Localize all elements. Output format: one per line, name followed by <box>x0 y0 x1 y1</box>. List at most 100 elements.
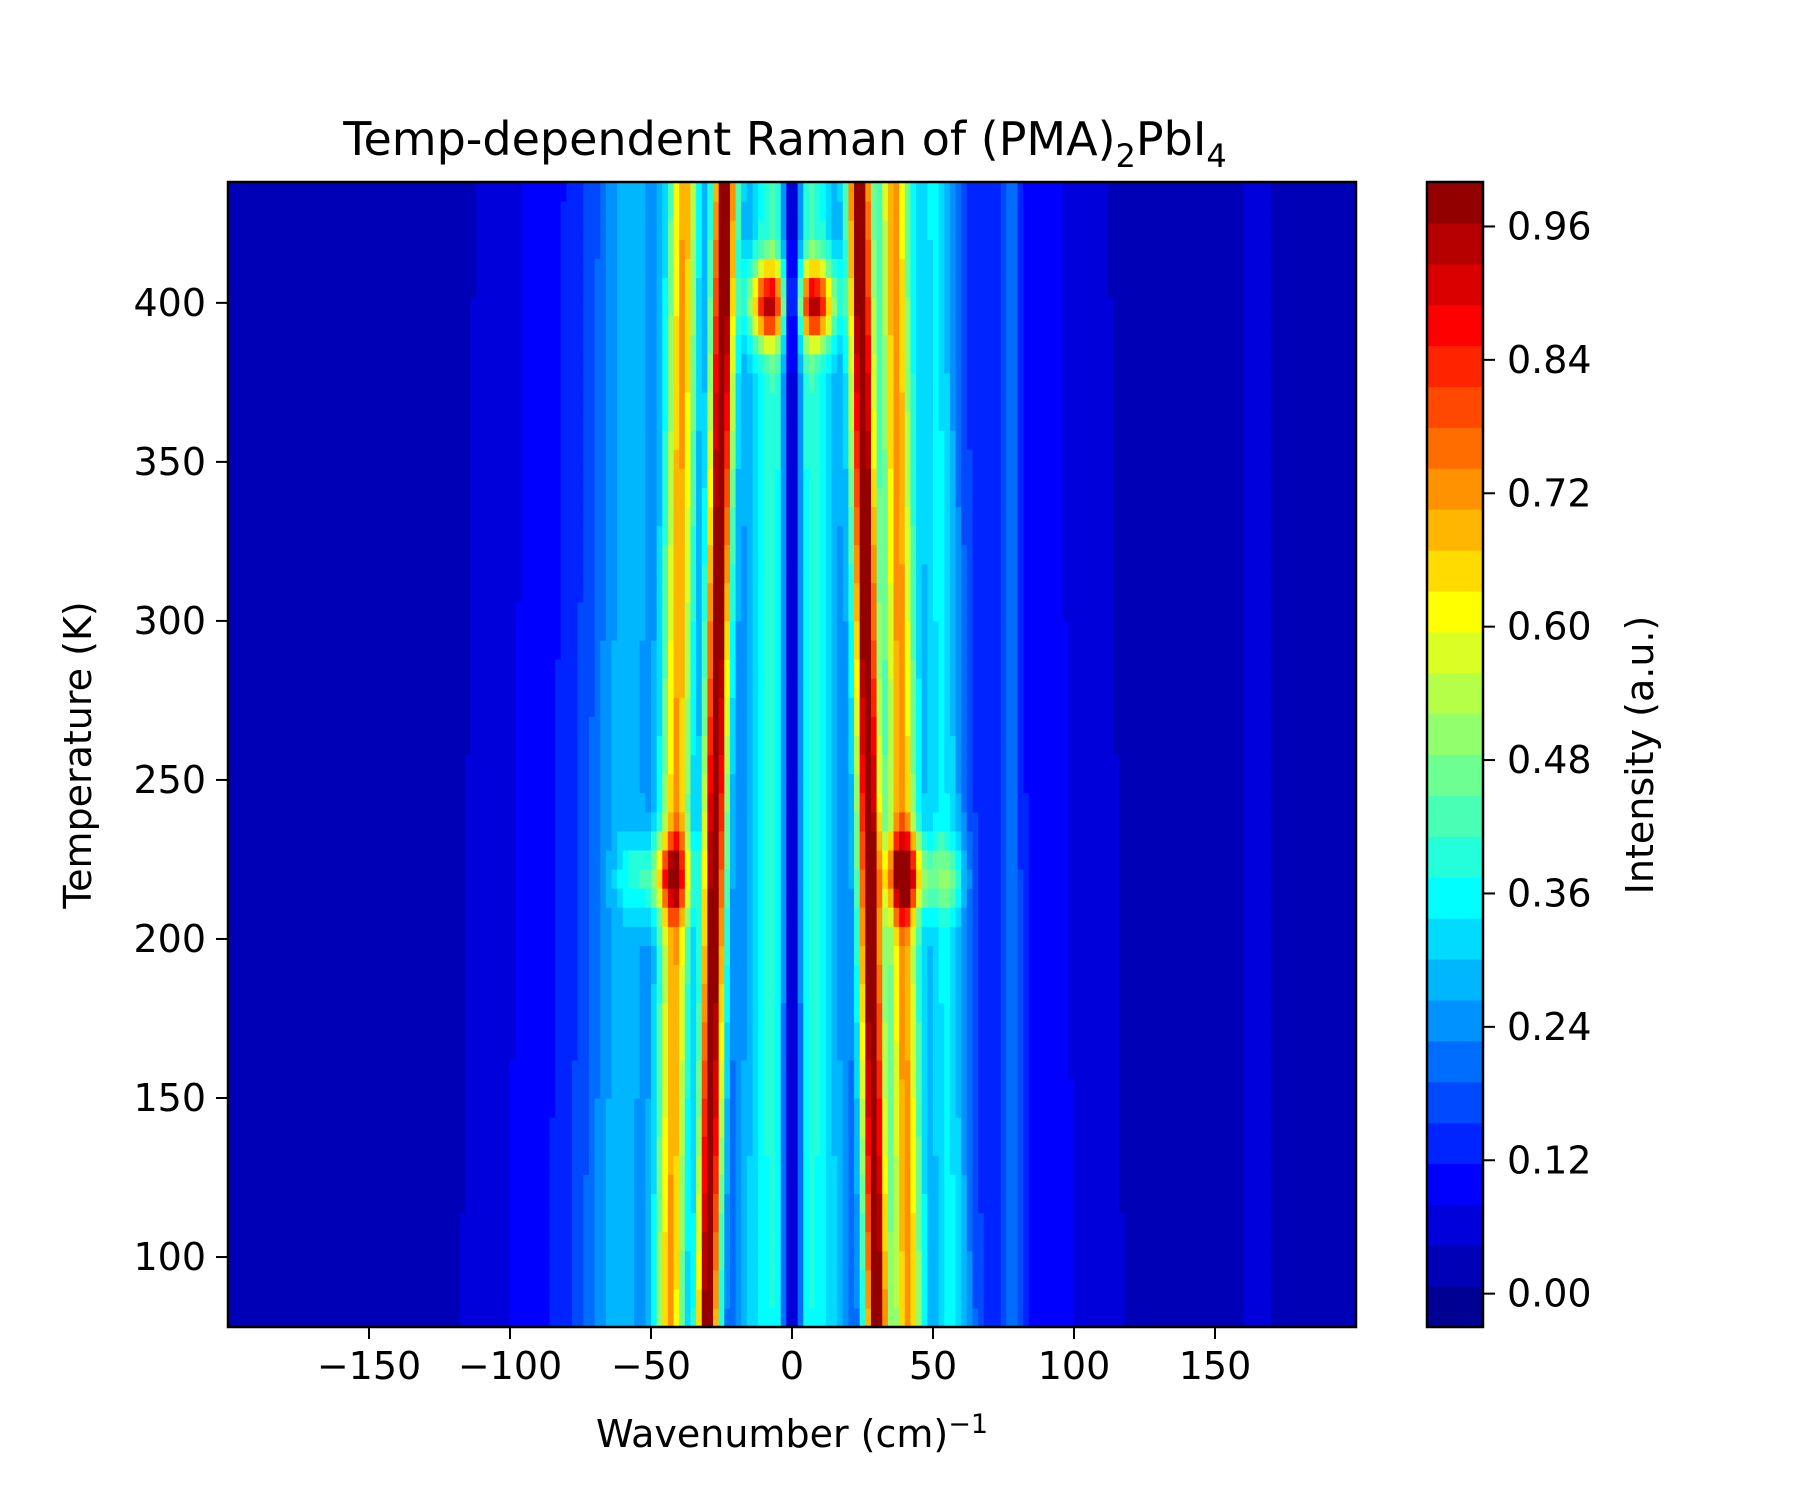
heatmap-cell <box>718 220 731 240</box>
heatmap-cell <box>775 468 782 488</box>
heatmap-cell <box>1119 945 1244 966</box>
heatmap-cell <box>780 926 787 946</box>
heatmap-cell <box>842 1078 849 1099</box>
heatmap-cell <box>656 1288 663 1309</box>
heatmap-cell <box>870 468 878 488</box>
heatmap-cell <box>1000 258 1007 279</box>
heatmap-cell <box>583 411 596 431</box>
heatmap-cell <box>949 468 957 488</box>
heatmap-cell <box>876 582 889 603</box>
heatmap-cell <box>803 563 810 584</box>
x-tick-label: −100 <box>458 1344 562 1388</box>
heatmap-cell <box>927 735 940 756</box>
heatmap-cell <box>927 1117 934 1137</box>
heatmap-cell <box>577 1040 590 1061</box>
heatmap-cell <box>808 849 821 870</box>
heatmap-cell <box>667 1098 680 1118</box>
heatmap-cell <box>228 1212 460 1233</box>
heatmap-cell <box>1062 506 1115 527</box>
heatmap-cell <box>955 620 962 641</box>
heatmap-cell <box>870 315 878 336</box>
heatmap-cell <box>865 201 872 221</box>
heatmap-cell <box>808 926 821 946</box>
heatmap-cell <box>701 525 708 546</box>
heatmap-cell <box>910 468 917 488</box>
heatmap-cell <box>600 1040 613 1061</box>
heatmap-cell <box>1243 1155 1272 1175</box>
heatmap-cell <box>713 716 720 737</box>
heatmap-cell <box>978 1136 1002 1156</box>
heatmap-cell <box>577 620 596 641</box>
heatmap-cell <box>228 1231 460 1252</box>
heatmap-cell <box>854 792 861 813</box>
heatmap-cell <box>1068 620 1115 641</box>
heatmap-cell <box>803 1231 810 1252</box>
heatmap-cell <box>775 773 782 794</box>
heatmap-cell <box>758 258 765 279</box>
heatmap-cell <box>758 888 765 908</box>
heatmap-cell <box>228 888 466 908</box>
heatmap-cell <box>854 1021 861 1042</box>
heatmap-cell <box>916 830 923 851</box>
heatmap-cell <box>684 411 692 431</box>
heatmap-cell <box>741 1098 754 1118</box>
heatmap-cell <box>1023 411 1064 431</box>
heatmap-cell <box>854 449 861 469</box>
heatmap-cell <box>786 296 799 317</box>
heatmap-cell <box>572 1307 584 1327</box>
heatmap-cell <box>656 1231 663 1252</box>
heatmap-cell <box>786 449 799 469</box>
heatmap-cell <box>865 1002 878 1023</box>
heatmap-cell <box>927 201 940 221</box>
heatmap-cell <box>904 716 912 737</box>
heatmap-cell <box>893 449 900 469</box>
heatmap-cell <box>1017 1040 1024 1061</box>
heatmap-cell <box>899 926 906 946</box>
heatmap-cell <box>758 582 765 603</box>
heatmap-cell <box>735 640 748 660</box>
heatmap-cell <box>1017 201 1024 221</box>
heatmap-cell <box>887 449 895 469</box>
heatmap-cell <box>854 391 861 412</box>
heatmap-cell <box>656 716 663 737</box>
heatmap-cell <box>696 525 703 546</box>
heatmap-cell <box>684 620 692 641</box>
heatmap-cell <box>1017 945 1024 966</box>
heatmap-cell <box>944 716 951 737</box>
heatmap-cell <box>679 869 686 889</box>
heatmap-cell <box>684 773 692 794</box>
heatmap-cell <box>893 487 900 508</box>
heatmap-cell <box>1006 430 1019 450</box>
heatmap-cell <box>1017 258 1024 279</box>
heatmap-cell <box>972 964 979 985</box>
heatmap-cell <box>848 869 855 889</box>
heatmap-cell <box>910 334 917 355</box>
heatmap-cell <box>617 869 630 889</box>
heatmap-cell <box>701 620 708 641</box>
heatmap-cell <box>707 1117 714 1137</box>
heatmap-cell <box>854 1098 861 1118</box>
heatmap-cell <box>933 239 940 259</box>
heatmap-cell <box>820 1002 827 1023</box>
heatmap-cell <box>899 1155 906 1175</box>
heatmap-cell <box>701 945 708 966</box>
heatmap-cell <box>865 945 878 966</box>
heatmap-cell <box>713 849 720 870</box>
heatmap-cell <box>515 697 556 717</box>
heatmap-cell <box>464 1040 517 1061</box>
heatmap-cell <box>713 239 720 259</box>
heatmap-cell <box>1113 735 1244 756</box>
heatmap-cell <box>1028 1212 1075 1233</box>
heatmap-cell <box>825 1040 833 1061</box>
heatmap-cell <box>228 353 472 374</box>
heatmap-cell <box>707 391 714 412</box>
heatmap-cell <box>786 888 799 908</box>
heatmap-cell <box>560 468 584 488</box>
heatmap-cell <box>978 983 1002 1004</box>
heatmap-cell <box>933 964 940 985</box>
heatmap-cell <box>808 945 821 966</box>
heatmap-cell <box>718 468 725 488</box>
heatmap-cell <box>870 563 878 584</box>
heatmap-cell <box>837 811 849 832</box>
x-tick-label: 150 <box>1179 1344 1252 1388</box>
